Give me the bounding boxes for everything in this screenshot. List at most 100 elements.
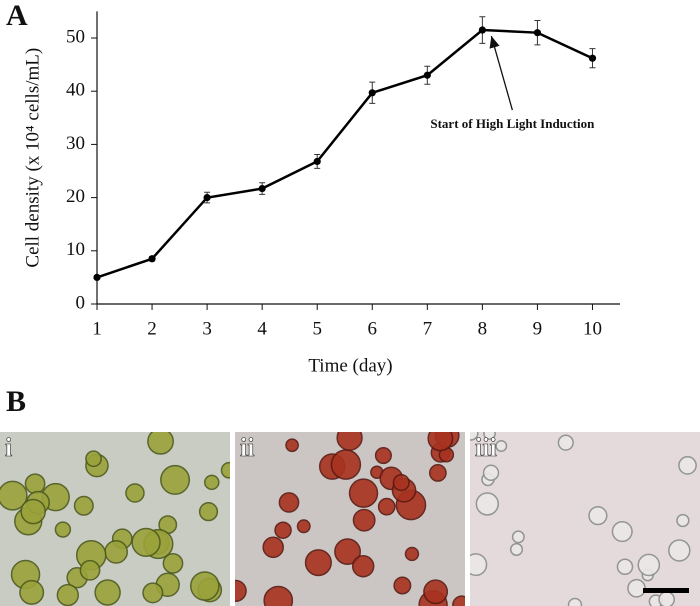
cell: [423, 579, 449, 605]
cell: [79, 559, 101, 581]
point: [313, 157, 321, 166]
cell: [85, 450, 102, 468]
micrograph-label: ii: [240, 433, 254, 462]
cell: [125, 483, 145, 503]
cell: [56, 583, 79, 606]
y-tick-label: 10: [66, 239, 85, 260]
panel-label: A: [6, 0, 28, 32]
cell: [567, 597, 583, 606]
point: [588, 54, 597, 62]
cell: [94, 579, 121, 606]
cell: [374, 447, 392, 465]
cell: [147, 432, 174, 455]
cell: [482, 464, 500, 481]
annotation: Start of High Light Induction: [430, 116, 595, 131]
cell: [304, 549, 332, 577]
y-tick-label: 0: [76, 292, 86, 313]
cell: [24, 473, 46, 495]
cell: [404, 546, 420, 562]
point: [533, 29, 542, 37]
cell: [104, 540, 129, 564]
cell: [142, 582, 164, 604]
cell: [54, 521, 72, 538]
cell: [352, 508, 376, 532]
cell: [588, 506, 608, 526]
cell: [220, 461, 230, 479]
cell: [73, 495, 94, 516]
x-tick-label: 5: [312, 318, 322, 339]
x-tick-label: 7: [423, 318, 433, 339]
cell: [511, 530, 525, 544]
line-chart: 0 10 20 30 40 50 1 2 3 4 5 6 7 8 9 10 Time (day) Cell den…: [22, 11, 620, 376]
cell: [509, 542, 524, 556]
cell: [348, 478, 379, 508]
x-tick-label: 10: [583, 318, 602, 339]
cell: [131, 527, 161, 558]
cell: [160, 464, 191, 495]
cell: [392, 474, 410, 492]
line: [96, 28, 593, 279]
annotation-arrow: [489, 35, 513, 111]
cell: [557, 434, 574, 451]
point: [258, 184, 266, 193]
scale-bar: [643, 588, 689, 593]
y-tick-label: 50: [66, 26, 85, 47]
y-axis-label: Cell density (x 10⁴ cells/mL): [22, 48, 43, 268]
cell: [278, 492, 300, 513]
point: [203, 194, 211, 202]
cell: [336, 432, 363, 451]
point: [478, 26, 486, 34]
x-tick-label: 9: [533, 318, 543, 339]
cell: [637, 553, 661, 577]
cell: [0, 480, 28, 511]
cell: [678, 456, 697, 475]
micrograph: [0, 432, 230, 606]
cell: [19, 579, 45, 605]
micrograph-label: iii: [475, 433, 497, 462]
cell: [285, 438, 299, 453]
cell: [204, 474, 220, 491]
cell: [616, 558, 634, 576]
cell: [162, 552, 184, 574]
cell: [377, 497, 396, 516]
cell: [330, 449, 362, 480]
cell: [611, 521, 633, 543]
cell: [296, 519, 311, 534]
micrograph: [470, 432, 700, 606]
micrographs: i ii iii: [0, 432, 700, 606]
x-tick-label: 8: [478, 318, 488, 339]
x-axis-label: Time (day): [308, 355, 392, 376]
cell: [676, 513, 690, 528]
cell: [668, 539, 691, 562]
cell: [470, 432, 479, 441]
y-tick-label: 30: [66, 133, 85, 154]
point: [148, 255, 156, 263]
panel-label: B: [6, 385, 26, 418]
cell: [427, 432, 454, 452]
cell: [470, 553, 488, 577]
x-tick-label: 6: [368, 318, 378, 339]
point: [368, 89, 376, 97]
cell: [263, 585, 294, 606]
micrograph-label: i: [5, 433, 12, 462]
cell: [428, 464, 447, 482]
cell: [495, 439, 508, 452]
cell: [274, 521, 292, 539]
x-tick-label: 2: [147, 318, 157, 339]
cell: [658, 591, 676, 606]
micrograph: [235, 432, 465, 606]
image-background: [470, 432, 700, 606]
point: [93, 273, 101, 281]
cell: [393, 576, 412, 595]
cell: [20, 498, 46, 525]
y-tick-label: 40: [66, 80, 85, 101]
cell: [483, 432, 496, 441]
cell: [627, 578, 646, 598]
cell: [452, 595, 465, 606]
x-tick-label: 4: [257, 318, 267, 339]
cell: [351, 554, 375, 578]
cell: [198, 502, 219, 522]
cell: [334, 538, 361, 566]
x-tick-label: 1: [92, 318, 102, 339]
